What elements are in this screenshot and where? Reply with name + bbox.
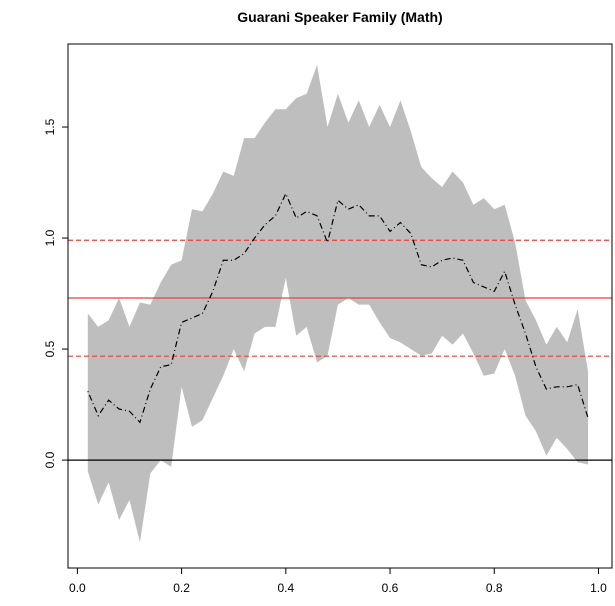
x-tick-label: 1.0 [590, 581, 607, 595]
y-tick-label: 1.0 [43, 229, 57, 246]
x-tick-label: 0.6 [382, 581, 399, 595]
x-tick-label: 0.4 [277, 581, 294, 595]
plot-frame [67, 43, 613, 569]
y-tick-label: 1.5 [43, 118, 57, 135]
x-tick-label: 0.8 [486, 581, 503, 595]
x-tick-label: 0.2 [173, 581, 190, 595]
x-tick-label: 0.0 [69, 581, 86, 595]
confidence-band [87, 64, 589, 543]
y-tick-label: 0.0 [43, 451, 57, 468]
chart-title: Guarani Speaker Family (Math) [237, 9, 442, 25]
y-tick-label: 0.5 [43, 340, 57, 357]
